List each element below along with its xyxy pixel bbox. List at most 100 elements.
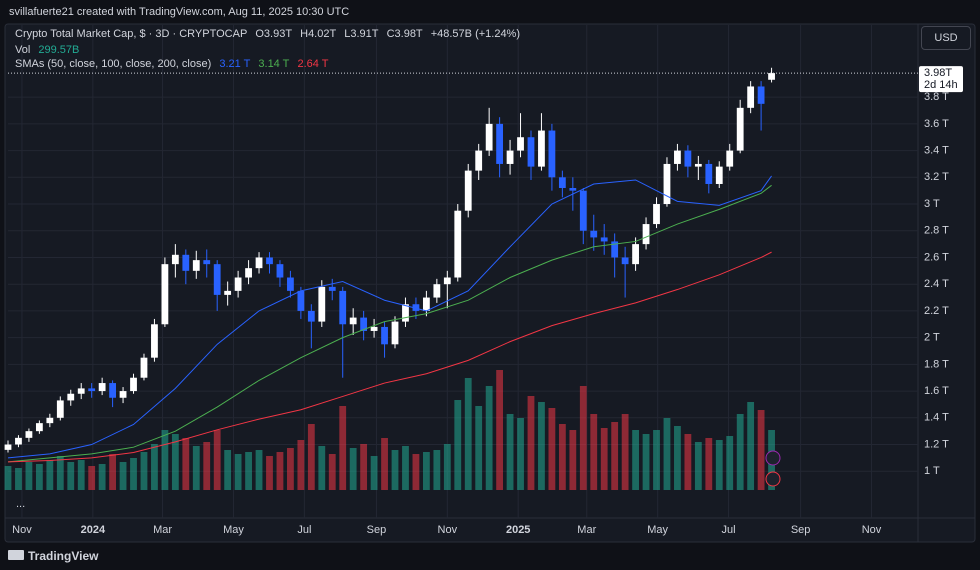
volume-legend: Vol 299.57B: [15, 44, 84, 56]
candle-body: [297, 290, 305, 311]
volume-bar: [590, 414, 598, 490]
x-tick-label: Sep: [791, 524, 811, 536]
candle-body: [485, 123, 493, 151]
change: +48.57B (+1.24%): [430, 28, 521, 40]
volume-bar: [161, 430, 169, 490]
volume-bar: [663, 418, 671, 490]
candle-body: [318, 286, 326, 322]
y-tick-label: 3.6 T: [924, 118, 949, 130]
volume-bar: [276, 452, 284, 490]
candle-body: [370, 326, 378, 331]
sma-line: [7, 175, 772, 459]
x-tick-label: Nov: [862, 524, 882, 536]
candle-body: [151, 324, 158, 358]
volume-bar: [694, 442, 702, 490]
volume-bar: [192, 446, 200, 490]
event-icon[interactable]: [765, 450, 781, 466]
volume-bar: [726, 436, 734, 490]
volume-bar: [287, 448, 294, 490]
volume-bar: [579, 386, 587, 490]
candle-body: [558, 177, 566, 188]
sma-label: SMAs (50, close, 100, close, 200, close): [15, 58, 212, 70]
volume-bar: [653, 430, 660, 490]
volume-bar: [642, 434, 650, 490]
candle-body: [705, 163, 713, 184]
volume-bar: [538, 402, 545, 490]
y-tick-label: 1 T: [924, 465, 940, 477]
volume-bar: [569, 430, 577, 490]
candle-body: [579, 190, 587, 231]
volume-bar: [674, 426, 681, 490]
volume-bar: [77, 460, 85, 490]
candle-body: [653, 204, 660, 225]
volume-bar: [705, 438, 713, 490]
volume-bar: [67, 462, 75, 490]
candle-body: [213, 264, 221, 295]
candle-body: [443, 277, 451, 285]
volume-bar: [611, 422, 619, 490]
candle-body: [464, 170, 472, 211]
y-tick-label: 3 T: [924, 198, 940, 210]
volume-bar: [558, 424, 566, 490]
candle-body: [517, 137, 524, 151]
last-price-box: [919, 66, 963, 93]
symbol: Crypto Total Market Cap, $ · 3D · CRYPTO…: [15, 28, 248, 40]
x-tick-label: Mar: [577, 524, 596, 536]
candle-body: [684, 150, 692, 167]
volume-bar: [339, 406, 347, 490]
volume-bar: [517, 418, 524, 490]
x-tick-label: May: [223, 524, 244, 536]
x-tick-label: Sep: [367, 524, 387, 536]
candle-body: [360, 317, 368, 331]
volume-bar: [109, 454, 116, 490]
candle-body: [67, 393, 75, 401]
open: O3.93T: [255, 28, 293, 40]
event-icon[interactable]: [765, 471, 781, 487]
y-tick-label: 2.6 T: [924, 251, 949, 263]
candle-body: [621, 257, 629, 265]
volume-bar: [255, 450, 263, 490]
candle-body: [569, 187, 577, 191]
candle-body: [757, 86, 765, 104]
volume-bar: [25, 462, 33, 490]
volume-bar: [46, 460, 54, 490]
candle-body: [506, 150, 514, 164]
candle-body: [642, 224, 650, 245]
candle-body: [224, 290, 232, 295]
candle-body: [433, 284, 441, 298]
volume-bar: [433, 450, 441, 490]
candle-body: [527, 137, 535, 167]
candle-body: [538, 130, 545, 167]
currency-button[interactable]: USD: [921, 26, 971, 50]
volume-name: Vol: [15, 44, 31, 56]
volume-bar: [715, 440, 723, 490]
x-tick-label: Nov: [438, 524, 458, 536]
candle-body: [694, 163, 702, 167]
candle-body: [130, 377, 137, 392]
volume-bar: [203, 442, 211, 490]
x-tick-label: Mar: [153, 524, 172, 536]
candle-body: [245, 268, 252, 278]
sma-legend: SMAs (50, close, 100, close, 200, close)…: [15, 58, 333, 70]
candle-body: [266, 257, 273, 265]
candle-body: [412, 304, 420, 311]
volume-bar: [757, 410, 765, 490]
candle-body: [674, 150, 681, 164]
volume-bar: [621, 414, 629, 490]
more[interactable]: ...: [16, 498, 26, 510]
candle-body: [422, 297, 430, 311]
candle-body: [98, 383, 106, 392]
x-tick-label: Jul: [297, 524, 311, 536]
candle-body: [203, 260, 211, 265]
volume-bar: [464, 378, 472, 490]
candle-body: [88, 388, 96, 392]
y-tick-label: 1.8 T: [924, 358, 949, 370]
volume-bar: [213, 430, 221, 490]
x-tick-label: Jul: [722, 524, 736, 536]
ohlc-legend: Crypto Total Market Cap, $ · 3D · CRYPTO…: [15, 28, 525, 40]
volume-bar: [381, 438, 388, 490]
volume-bar: [402, 446, 409, 490]
y-tick-label: 3.4 T: [924, 144, 949, 156]
candle-body: [747, 86, 755, 108]
candle-body: [171, 254, 179, 265]
